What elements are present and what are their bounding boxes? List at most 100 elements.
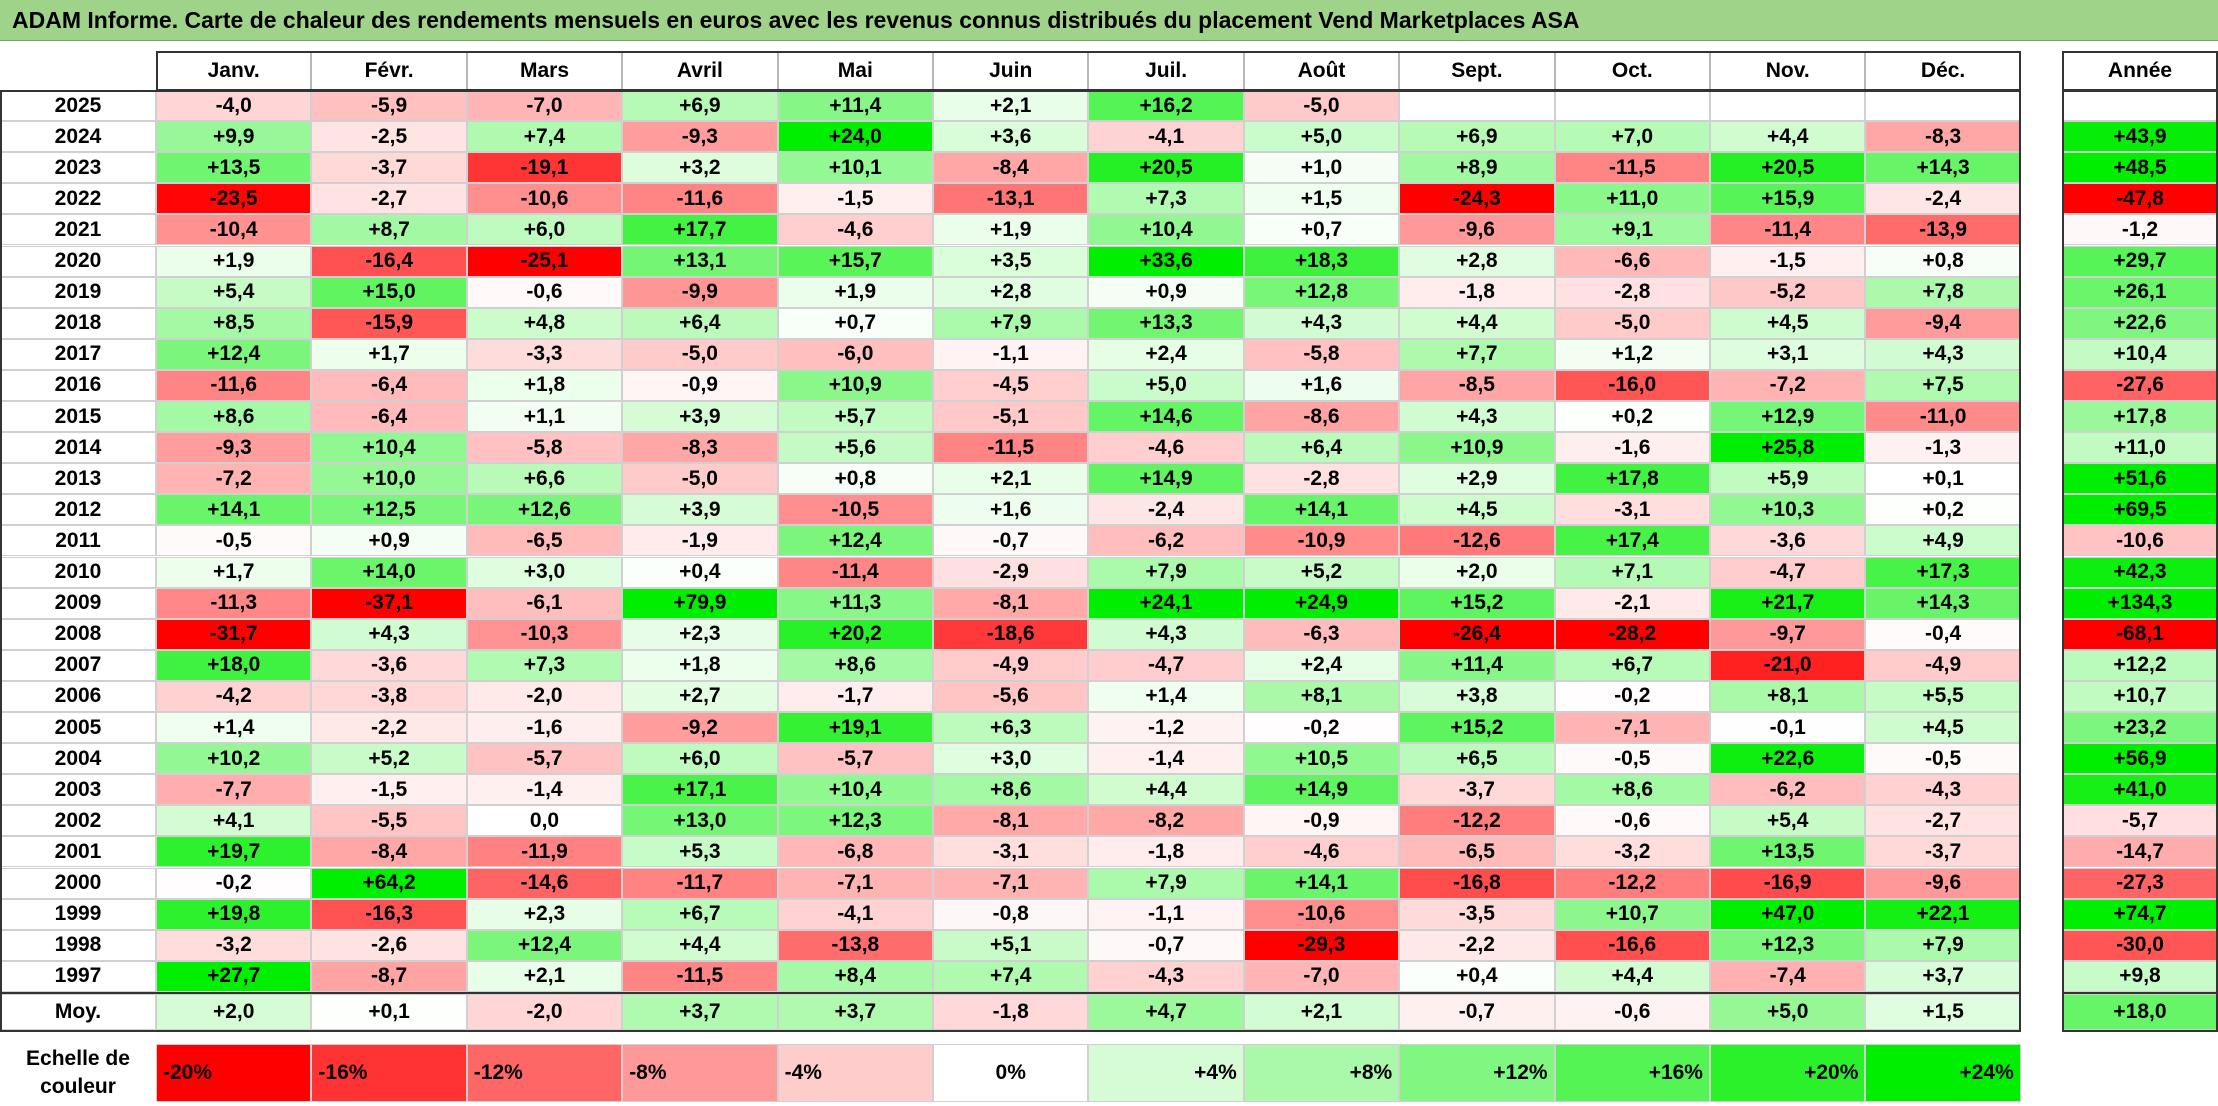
heatmap-cell: -7,2 — [156, 463, 312, 495]
heatmap-cell: -4,3 — [1865, 774, 2021, 806]
heatmap-cell: +17,7 — [622, 214, 778, 246]
month-header: Oct. — [1554, 52, 1710, 90]
annual-cell: -1,2 — [2062, 214, 2218, 246]
row-year-label: 2009 — [0, 587, 156, 619]
row-year-label: 2001 — [0, 836, 156, 868]
heatmap-cell: -4,0 — [156, 90, 312, 122]
heatmap-cell: +20,5 — [1710, 152, 1866, 184]
color-scale-step: -16% — [311, 1044, 467, 1102]
annual-cell: +43,9 — [2062, 121, 2218, 153]
heatmap-cell: -0,2 — [156, 867, 312, 899]
heatmap-cell: +11,3 — [777, 587, 933, 619]
average-cell: -0,7 — [1399, 994, 1555, 1030]
heatmap-cell: -3,5 — [1399, 898, 1555, 930]
heatmap-cell: +10,0 — [311, 463, 467, 495]
heatmap-cell: +4,3 — [311, 618, 467, 650]
row-year-label: 2005 — [0, 712, 156, 744]
heatmap-cell: +8,5 — [156, 307, 312, 339]
heatmap-cell: +0,7 — [1243, 214, 1400, 246]
heatmap-cell: -1,2 — [1088, 712, 1244, 744]
heatmap-cell: -7,0 — [1243, 960, 1400, 992]
row-year-label: 2004 — [0, 743, 156, 775]
heatmap-cell: +22,1 — [1865, 898, 2021, 930]
heatmap-cell: +7,9 — [1088, 867, 1244, 899]
heatmap-cell: -3,8 — [311, 680, 467, 712]
title-bar: ADAM Informe. Carte de chaleur des rende… — [0, 0, 2218, 41]
heatmap-cell: +14,1 — [1243, 867, 1400, 899]
heatmap-cell: -4,3 — [1088, 960, 1244, 992]
heatmap-cell: -0,5 — [156, 525, 312, 557]
heatmap-cell: +1,8 — [466, 369, 623, 401]
heatmap-cell: +4,4 — [1710, 121, 1866, 153]
heatmap-cell: +4,4 — [1554, 960, 1710, 992]
annual-cell: +9,8 — [2062, 960, 2218, 992]
heatmap-cell: -16,0 — [1554, 369, 1710, 401]
heatmap-cell: +15,2 — [1399, 587, 1555, 619]
heatmap-cell: -1,1 — [1088, 898, 1244, 930]
heatmap-cell: +4,3 — [1243, 307, 1400, 339]
heatmap-cell: -18,6 — [933, 618, 1089, 650]
heatmap-cell: +1,4 — [1088, 680, 1244, 712]
heatmap-cell: -9,7 — [1710, 618, 1866, 650]
heatmap-cell: +10,1 — [777, 152, 933, 184]
heatmap-cell: +12,3 — [777, 805, 933, 837]
heatmap-cell — [1865, 90, 2021, 122]
heatmap-cell: -9,3 — [156, 432, 312, 464]
heatmap-cell: +8,1 — [1243, 680, 1400, 712]
heatmap-cell: -11,3 — [156, 587, 312, 619]
heatmap-cell: -2,2 — [311, 712, 467, 744]
heatmap-cell: -5,0 — [622, 463, 778, 495]
heatmap-cell: -13,8 — [777, 929, 933, 961]
heatmap-cell: +8,6 — [1554, 774, 1710, 806]
heatmap-cell: -9,3 — [622, 121, 778, 153]
color-scale-step: -20% — [156, 1044, 312, 1102]
heatmap-cell: -8,1 — [933, 805, 1089, 837]
annual-cell: +74,7 — [2062, 898, 2218, 930]
heatmap-cell: +4,1 — [156, 805, 312, 837]
heatmap-cell: +3,7 — [1865, 960, 2021, 992]
heatmap-cell: +5,5 — [1865, 680, 2021, 712]
heatmap-cell: -11,5 — [1554, 152, 1710, 184]
heatmap-cell: -2,4 — [1865, 183, 2021, 215]
heatmap-cell: +7,1 — [1554, 556, 1710, 588]
heatmap-cell: +2,8 — [1399, 245, 1555, 277]
heatmap-cell: +17,3 — [1865, 556, 2021, 588]
heatmap-cell: +7,4 — [933, 960, 1089, 992]
heatmap-cell: -1,7 — [777, 680, 933, 712]
average-cell: +2,1 — [1243, 994, 1400, 1030]
heatmap-cell: -6,4 — [311, 401, 467, 433]
heatmap-cell: +14,3 — [1865, 152, 2021, 184]
average-cell: -0,6 — [1554, 994, 1710, 1030]
heatmap-cell: -10,6 — [466, 183, 623, 215]
month-header: Avril — [622, 52, 778, 90]
color-scale-step: +16% — [1554, 1044, 1710, 1102]
heatmap-cell: +0,9 — [1088, 276, 1244, 308]
heatmap-cell: -16,4 — [311, 245, 467, 277]
annual-cell: +51,6 — [2062, 463, 2218, 495]
heatmap-cell: +21,7 — [1710, 587, 1866, 619]
heatmap-cell: -9,2 — [622, 712, 778, 744]
heatmap-cell: +1,4 — [156, 712, 312, 744]
row-year-label: 2003 — [0, 774, 156, 806]
heatmap-cell: +24,9 — [1243, 587, 1400, 619]
heatmap-cell: +6,0 — [466, 214, 623, 246]
heatmap-cell: -9,4 — [1865, 307, 2021, 339]
heatmap-cell: -2,7 — [1865, 805, 2021, 837]
heatmap-cell: +3,0 — [466, 556, 623, 588]
heatmap-cell: -6,4 — [311, 369, 467, 401]
heatmap-cell: +2,3 — [466, 898, 623, 930]
heatmap-cell: +0,8 — [1865, 245, 2021, 277]
row-year-label: 2025 — [0, 90, 156, 122]
heatmap-cell: -16,9 — [1710, 867, 1866, 899]
heatmap-cell: -7,1 — [777, 867, 933, 899]
heatmap-cell: +8,4 — [777, 960, 933, 992]
heatmap-cell: +5,6 — [777, 432, 933, 464]
row-year-label: 2007 — [0, 649, 156, 681]
heatmap-cell: +5,2 — [1243, 556, 1400, 588]
row-year-label: 2023 — [0, 152, 156, 184]
heatmap-cell: -11,5 — [622, 960, 778, 992]
heatmap-cell: -11,7 — [622, 867, 778, 899]
month-header: Juin — [933, 52, 1089, 90]
heatmap-cell: -8,3 — [622, 432, 778, 464]
heatmap-cell: +13,3 — [1088, 307, 1244, 339]
